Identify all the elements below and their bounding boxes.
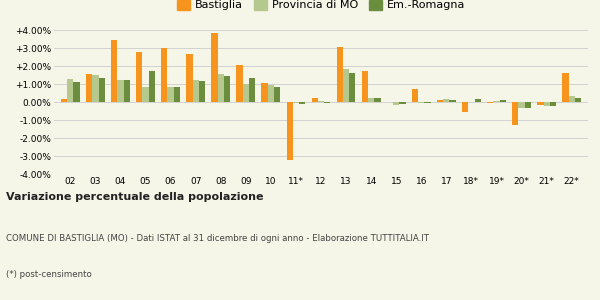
Text: COMUNE DI BASTIGLIA (MO) - Dati ISTAT al 31 dicembre di ogni anno - Elaborazione: COMUNE DI BASTIGLIA (MO) - Dati ISTAT al… <box>6 234 429 243</box>
Bar <box>550 102 556 106</box>
Bar <box>537 102 544 105</box>
Bar <box>268 85 274 102</box>
Bar <box>437 100 443 102</box>
Bar <box>349 73 355 102</box>
Bar <box>224 76 230 102</box>
Bar <box>61 99 67 102</box>
Bar <box>374 98 380 102</box>
Bar <box>167 87 174 102</box>
Bar <box>199 81 205 102</box>
Bar <box>512 102 518 124</box>
Bar <box>400 102 406 104</box>
Bar <box>274 87 280 102</box>
Bar <box>569 96 575 102</box>
Bar <box>518 102 524 108</box>
Bar <box>73 82 80 102</box>
Bar <box>293 102 299 103</box>
Bar <box>493 101 500 102</box>
Bar <box>86 74 92 102</box>
Bar <box>418 102 424 103</box>
Bar <box>149 71 155 102</box>
Bar <box>462 102 468 112</box>
Bar <box>311 98 318 102</box>
Bar <box>111 40 118 102</box>
Bar <box>500 100 506 102</box>
Bar <box>242 84 249 102</box>
Bar <box>487 102 493 103</box>
Bar <box>136 52 142 102</box>
Bar <box>186 54 193 102</box>
Bar <box>412 88 418 102</box>
Bar <box>161 48 167 102</box>
Bar <box>118 80 124 102</box>
Bar <box>475 99 481 102</box>
Bar <box>174 87 180 102</box>
Bar <box>343 69 349 102</box>
Text: (*) post-censimento: (*) post-censimento <box>6 270 92 279</box>
Bar <box>337 47 343 102</box>
Bar <box>249 78 255 102</box>
Bar <box>211 33 218 102</box>
Bar <box>98 78 105 102</box>
Bar <box>544 102 550 106</box>
Bar <box>299 102 305 104</box>
Bar <box>262 83 268 102</box>
Bar <box>193 80 199 102</box>
Bar <box>524 102 531 108</box>
Bar <box>92 75 98 102</box>
Bar <box>443 99 449 102</box>
Text: Variazione percentuale della popolazione: Variazione percentuale della popolazione <box>6 192 263 202</box>
Bar <box>424 102 431 103</box>
Bar <box>575 98 581 102</box>
Bar <box>562 73 569 102</box>
Bar <box>318 101 324 102</box>
Bar <box>362 71 368 102</box>
Bar <box>236 65 242 102</box>
Bar <box>287 102 293 160</box>
Bar <box>124 80 130 102</box>
Bar <box>449 100 456 102</box>
Legend: Bastiglia, Provincia di MO, Em.-Romagna: Bastiglia, Provincia di MO, Em.-Romagna <box>172 0 470 15</box>
Bar <box>393 102 400 105</box>
Bar <box>218 74 224 102</box>
Bar <box>142 87 149 102</box>
Bar <box>324 102 331 103</box>
Bar <box>67 79 73 102</box>
Bar <box>368 98 374 102</box>
